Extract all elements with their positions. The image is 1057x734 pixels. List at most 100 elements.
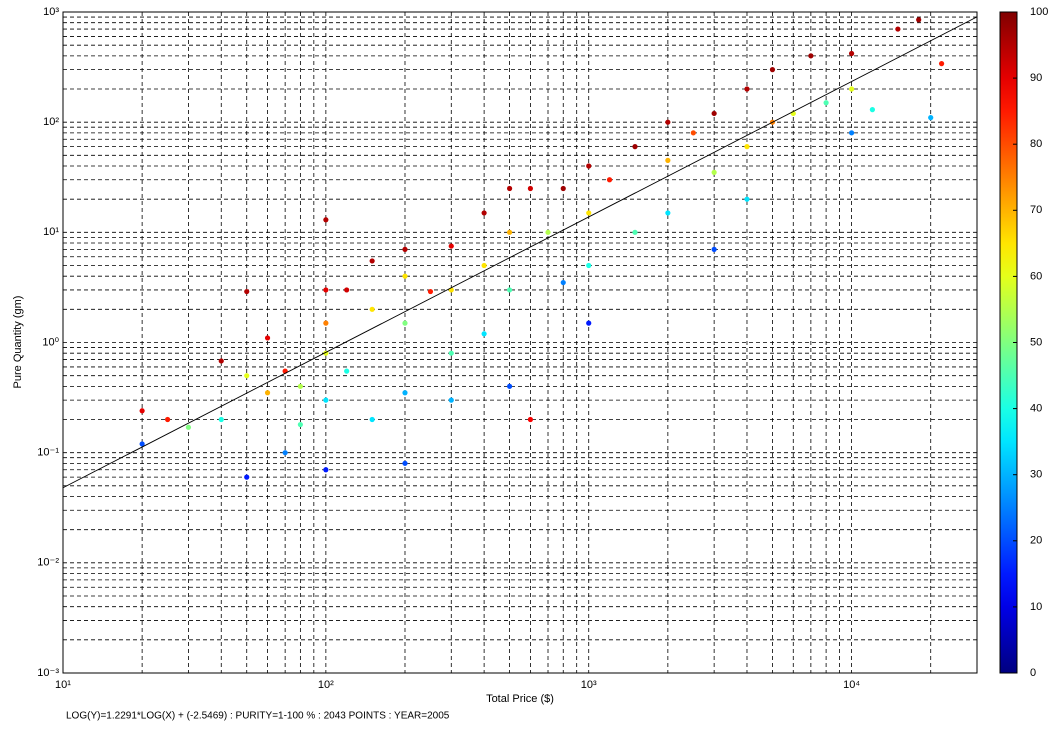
scatter-point <box>323 287 329 293</box>
scatter-point <box>323 467 329 473</box>
y-tick-label: 10² <box>43 116 59 128</box>
colorbar-tick-label: 70 <box>1030 204 1042 216</box>
plot-area <box>62 11 978 674</box>
scatter-point <box>586 262 592 269</box>
scatter-point <box>323 397 329 403</box>
scatter-point <box>139 408 145 414</box>
colorbar-tick-label: 60 <box>1030 270 1042 282</box>
y-tick-label: 10³ <box>43 6 59 18</box>
scatter-point <box>323 320 329 326</box>
scatter-point <box>928 115 934 121</box>
scatter-point <box>744 144 750 150</box>
x-tick-label: 10² <box>318 679 334 691</box>
scatter-point <box>711 110 717 117</box>
scatter-point <box>808 53 814 59</box>
scatter-point <box>448 350 454 356</box>
scatter-point <box>218 358 224 364</box>
scatter-point <box>139 441 145 447</box>
scatter-point <box>481 210 487 216</box>
scatter-point <box>369 416 375 423</box>
scatter-point <box>264 335 271 341</box>
colorbar-tick-label: 20 <box>1030 535 1042 547</box>
scatter-point <box>586 210 592 216</box>
footer: LOG(Y)=1.2291*LOG(X) + (-2.5469) : PURIT… <box>66 711 450 722</box>
scatter-point <box>402 460 408 466</box>
scatter-point <box>402 320 408 326</box>
scatter-point <box>369 258 375 264</box>
x-tick-label: 10⁴ <box>843 679 860 691</box>
scatter-point <box>244 373 250 379</box>
scatter-point <box>506 287 513 293</box>
scatter-point <box>323 217 329 223</box>
scatter-point <box>665 157 671 163</box>
scatter-point <box>506 185 513 192</box>
scatter-point <box>895 26 901 32</box>
scatter-point <box>848 50 855 57</box>
scatter-point <box>711 169 717 175</box>
scatter-point <box>185 424 192 430</box>
y-axis-label: Pure Quantity (gm) <box>12 296 24 389</box>
scatter-point <box>586 320 592 326</box>
y-tick-label: 10⁰ <box>42 336 59 348</box>
y-tick-label: 10⁻² <box>37 557 59 569</box>
x-tick-label: 10³ <box>581 679 597 691</box>
scatter-point <box>665 119 671 125</box>
x-axis-label: Total Price ($) <box>486 693 554 705</box>
scatter-point <box>823 100 829 106</box>
scatter-point <box>297 383 303 389</box>
scatter-point <box>848 86 855 92</box>
scatter-point <box>297 421 303 428</box>
scatter-point <box>527 416 534 423</box>
colorbar-tick-label: 30 <box>1030 469 1042 481</box>
scatter-point <box>527 185 534 192</box>
scatter-point <box>282 450 288 456</box>
scatter-point <box>632 144 638 150</box>
scatter-point <box>632 229 638 235</box>
scatter-point <box>369 306 375 312</box>
scatter-point <box>848 130 855 136</box>
x-tick-label: 10¹ <box>55 679 71 691</box>
scatter-point <box>665 210 671 216</box>
scatter-point <box>545 229 551 235</box>
colorbar-tick-label: 10 <box>1030 601 1042 613</box>
scatter-point <box>744 196 750 202</box>
y-tick-label: 10⁻¹ <box>37 447 59 459</box>
scatter-point <box>402 246 408 252</box>
colorbar-tick-label: 80 <box>1030 138 1042 150</box>
scatter-point <box>427 288 434 295</box>
scatter-point <box>560 279 566 286</box>
scatter-point <box>264 390 271 396</box>
scatter-point <box>916 17 922 23</box>
scatter-point <box>769 67 776 73</box>
scatter-point <box>244 288 250 295</box>
colorbar-tick-label: 50 <box>1030 336 1042 348</box>
scatter-point <box>938 61 945 67</box>
colorbar-tick-label: 40 <box>1030 403 1042 415</box>
scatter-point <box>744 86 750 92</box>
fit-line <box>62 16 978 489</box>
scatter-point <box>448 397 454 403</box>
scatter-point <box>448 243 454 249</box>
scatter-point <box>506 229 513 235</box>
scatter-point <box>690 130 696 136</box>
scatter-point <box>165 416 171 423</box>
scatter-point <box>218 416 224 423</box>
scatter-point <box>869 107 875 113</box>
scatter-point <box>506 383 513 389</box>
scatter-point <box>711 246 717 252</box>
y-tick-label: 10¹ <box>43 226 59 238</box>
y-tick-label: 10⁻³ <box>37 667 59 679</box>
scatter-point <box>402 273 408 279</box>
scatter-point <box>344 287 350 293</box>
scatter-point <box>606 177 613 183</box>
scatter-point <box>481 331 487 337</box>
scatter-point <box>560 185 566 192</box>
scatter-point <box>402 390 408 396</box>
scatter-point <box>344 368 350 374</box>
colorbar-tick-label: 0 <box>1030 667 1036 679</box>
scatter-point <box>481 262 487 269</box>
colorbar-tick-label: 90 <box>1030 72 1042 84</box>
scatter-point <box>586 163 592 169</box>
scatter-point <box>244 474 250 480</box>
